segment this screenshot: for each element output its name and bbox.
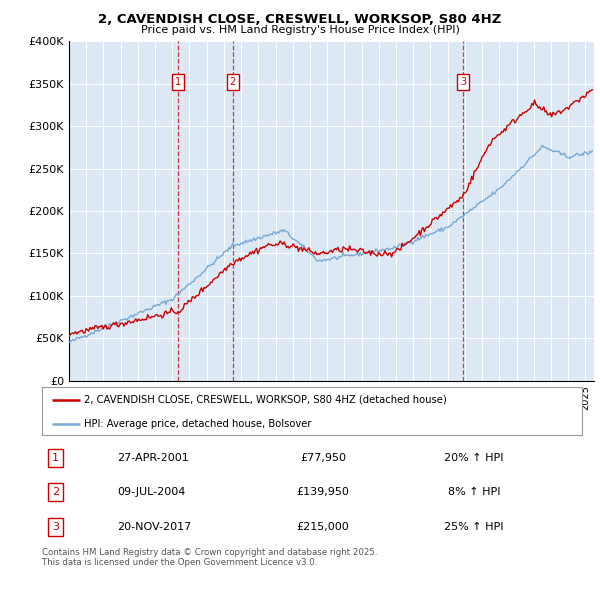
Text: 09-JUL-2004: 09-JUL-2004 [118,487,186,497]
Text: 20% ↑ HPI: 20% ↑ HPI [444,453,504,463]
Text: 25% ↑ HPI: 25% ↑ HPI [444,522,504,532]
Text: 8% ↑ HPI: 8% ↑ HPI [448,487,500,497]
Text: 2, CAVENDISH CLOSE, CRESWELL, WORKSOP, S80 4HZ (detached house): 2, CAVENDISH CLOSE, CRESWELL, WORKSOP, S… [84,395,447,405]
Text: £139,950: £139,950 [296,487,349,497]
Text: 20-NOV-2017: 20-NOV-2017 [118,522,192,532]
Text: £77,950: £77,950 [300,453,346,463]
Text: 2, CAVENDISH CLOSE, CRESWELL, WORKSOP, S80 4HZ: 2, CAVENDISH CLOSE, CRESWELL, WORKSOP, S… [98,13,502,26]
Text: 3: 3 [52,522,59,532]
Text: HPI: Average price, detached house, Bolsover: HPI: Average price, detached house, Bols… [84,419,311,429]
Text: 2: 2 [52,487,59,497]
Text: 2: 2 [230,77,236,87]
Text: 27-APR-2001: 27-APR-2001 [118,453,190,463]
Text: Price paid vs. HM Land Registry's House Price Index (HPI): Price paid vs. HM Land Registry's House … [140,25,460,35]
Text: 1: 1 [52,453,59,463]
Text: 1: 1 [175,77,181,87]
FancyBboxPatch shape [42,387,582,435]
Text: 3: 3 [460,77,466,87]
Text: Contains HM Land Registry data © Crown copyright and database right 2025.
This d: Contains HM Land Registry data © Crown c… [42,548,377,567]
Text: £215,000: £215,000 [296,522,349,532]
